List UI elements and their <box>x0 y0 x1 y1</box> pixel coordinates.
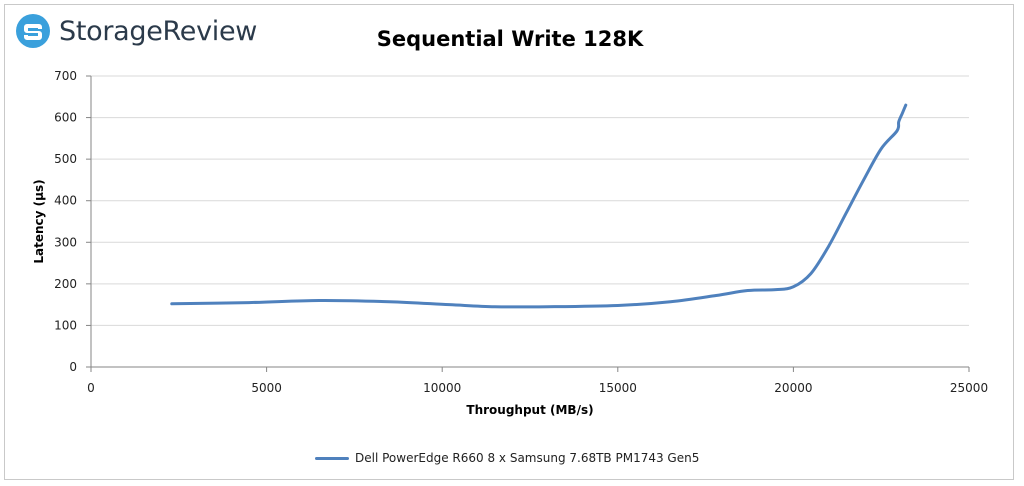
y-tick-label: 700 <box>54 69 77 83</box>
y-tick-label: 300 <box>54 235 77 249</box>
line-chart: 0 100 200 300 400 500 600 700 0 5000 10000 15000 20… <box>32 69 988 417</box>
legend: Dell PowerEdge R660 8 x Samsung 7.68TB P… <box>315 451 699 465</box>
x-tick-label: 5000 <box>251 381 282 395</box>
x-axis-ticks: 0 5000 10000 15000 20000 25000 <box>87 367 988 395</box>
x-tick-label: 10000 <box>423 381 461 395</box>
x-axis-label: Throughput (MB/s) <box>466 403 593 417</box>
x-tick-label: 20000 <box>774 381 812 395</box>
y-axis-ticks: 0 100 200 300 400 500 600 700 <box>54 69 91 374</box>
series-layer <box>170 103 908 309</box>
y-tick-label: 600 <box>54 111 77 125</box>
chart-frame: StorageReview Sequential Write 128K 0 100… <box>4 4 1014 480</box>
y-tick-label: 100 <box>54 318 77 332</box>
legend-swatch <box>315 456 349 460</box>
brand-name: StorageReview <box>59 15 258 47</box>
x-tick-label: 25000 <box>950 381 988 395</box>
series-line <box>170 103 908 309</box>
y-axis-label: Latency (µs) <box>32 179 46 263</box>
x-tick-label: 0 <box>87 381 95 395</box>
y-tick-label: 200 <box>54 277 77 291</box>
chart-title: Sequential Write 128K <box>376 27 644 51</box>
y-tick-label: 500 <box>54 152 77 166</box>
y-tick-label: 400 <box>54 194 77 208</box>
gridlines <box>90 75 969 368</box>
y-tick-label: 0 <box>69 360 77 374</box>
storagereview-logo-icon <box>16 14 50 48</box>
x-tick-label: 15000 <box>599 381 637 395</box>
legend-entry: Dell PowerEdge R660 8 x Samsung 7.68TB P… <box>355 451 700 465</box>
brand-logo: StorageReview <box>15 13 257 49</box>
